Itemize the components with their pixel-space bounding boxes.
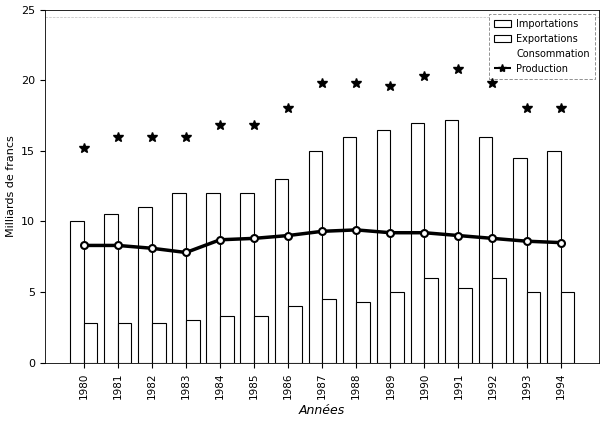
- Bar: [356, 302, 370, 363]
- Bar: [561, 292, 574, 363]
- Bar: [83, 323, 97, 363]
- Bar: [513, 158, 526, 363]
- Bar: [240, 193, 254, 363]
- X-axis label: Années: Années: [299, 404, 345, 418]
- Bar: [424, 278, 438, 363]
- Bar: [254, 316, 267, 363]
- Y-axis label: Milliards de francs: Milliards de francs: [5, 135, 16, 237]
- Bar: [139, 207, 152, 363]
- Bar: [459, 288, 472, 363]
- Bar: [390, 292, 404, 363]
- Bar: [186, 320, 200, 363]
- Bar: [445, 120, 459, 363]
- Bar: [526, 292, 540, 363]
- Bar: [220, 316, 234, 363]
- Bar: [377, 129, 390, 363]
- Bar: [322, 299, 336, 363]
- Bar: [411, 123, 424, 363]
- Bar: [172, 193, 186, 363]
- Bar: [118, 323, 131, 363]
- Bar: [104, 214, 118, 363]
- Bar: [479, 137, 492, 363]
- Bar: [342, 137, 356, 363]
- Bar: [152, 323, 166, 363]
- Bar: [206, 193, 220, 363]
- Bar: [492, 278, 506, 363]
- Bar: [288, 306, 302, 363]
- Bar: [547, 151, 561, 363]
- Bar: [70, 221, 83, 363]
- Legend: Importations, Exportations, Consommation, Production: Importations, Exportations, Consommation…: [489, 14, 595, 79]
- Bar: [275, 179, 288, 363]
- Bar: [309, 151, 322, 363]
